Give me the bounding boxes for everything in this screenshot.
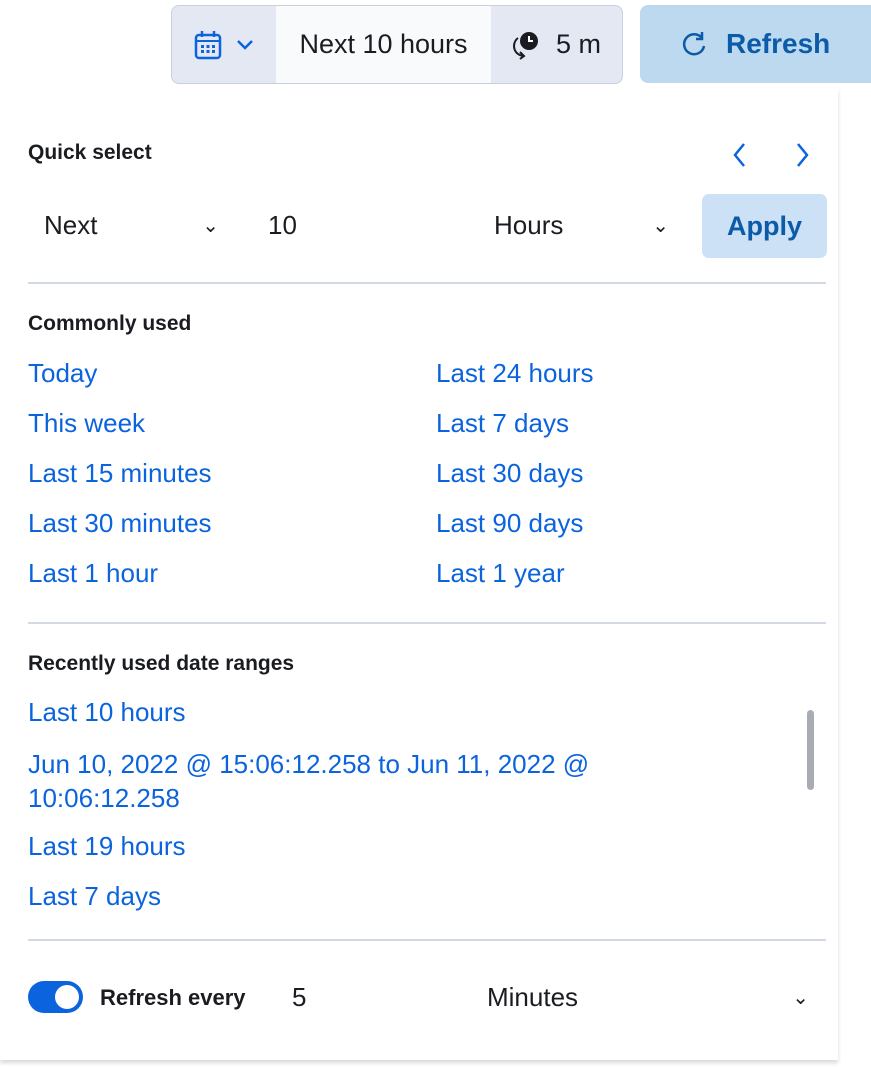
common-link[interactable]: Last 24 hours xyxy=(436,358,594,388)
refresh-label: Refresh xyxy=(726,28,831,59)
direction-value: Next xyxy=(44,210,98,240)
chevron-down-icon: ⌄ xyxy=(792,987,809,1009)
common-link[interactable]: Last 30 days xyxy=(436,458,584,488)
refresh-clock-icon xyxy=(513,31,538,60)
quick-select-title: Quick select xyxy=(28,141,152,164)
refresh-toggle[interactable] xyxy=(28,981,83,1013)
common-link[interactable]: This week xyxy=(28,408,146,438)
chevron-down-icon xyxy=(237,39,253,50)
recent-link[interactable]: Jun 10, 2022 @ 15:06:12.258 to Jun 11, 2… xyxy=(28,749,590,813)
common-link[interactable]: Last 1 year xyxy=(436,558,565,588)
scrollbar[interactable] xyxy=(807,710,814,790)
commonly-used-title: Commonly used xyxy=(28,312,192,335)
recent-link[interactable]: Last 7 days xyxy=(28,881,161,911)
recent-title: Recently used date ranges xyxy=(28,652,295,675)
chevron-down-icon: ⌄ xyxy=(652,215,669,237)
unit-select[interactable]: Hours ⌄ xyxy=(494,210,669,241)
common-link[interactable]: Last 30 minutes xyxy=(28,508,212,538)
common-link[interactable]: Last 7 days xyxy=(436,408,569,438)
refresh-value-input[interactable]: 5 xyxy=(292,982,307,1012)
direction-select[interactable]: Next ⌄ xyxy=(44,210,219,241)
refresh-unit-select[interactable]: Minutes ⌄ xyxy=(487,982,809,1013)
previous-icon[interactable] xyxy=(730,141,750,169)
common-link[interactable]: Last 15 minutes xyxy=(28,458,212,488)
common-link[interactable]: Today xyxy=(28,358,98,388)
divider xyxy=(28,622,826,624)
divider xyxy=(28,282,826,284)
refresh-interval-label: 5 m xyxy=(555,29,601,59)
refresh-button[interactable]: Refresh xyxy=(640,5,871,83)
quantity-input[interactable]: 10 xyxy=(268,210,297,240)
apply-button[interactable]: Apply xyxy=(702,194,827,258)
unit-value: Hours xyxy=(494,210,564,240)
auto-refresh-button[interactable]: 5 m xyxy=(491,6,622,83)
date-picker-popover: Quick select Next ⌄ 10 Hours ⌄ Apply Commo… xyxy=(0,88,838,1060)
refresh-icon xyxy=(682,32,706,56)
divider xyxy=(28,939,826,941)
quick-menu-button[interactable] xyxy=(172,6,276,83)
next-icon[interactable] xyxy=(792,141,812,169)
calendar-icon xyxy=(194,30,222,59)
chevron-down-icon: ⌄ xyxy=(202,215,219,237)
recent-link[interactable]: Last 19 hours xyxy=(28,831,186,861)
refresh-unit-value: Minutes xyxy=(487,982,579,1012)
recent-link[interactable]: Last 10 hours xyxy=(28,697,186,727)
refresh-every-label: Refresh every xyxy=(100,985,246,1010)
common-link[interactable]: Last 90 days xyxy=(436,508,584,538)
date-range-display[interactable]: Next 10 hours xyxy=(276,6,491,83)
date-picker-bar: Next 10 hours 5 m xyxy=(171,5,623,84)
common-link[interactable]: Last 1 hour xyxy=(28,558,159,588)
